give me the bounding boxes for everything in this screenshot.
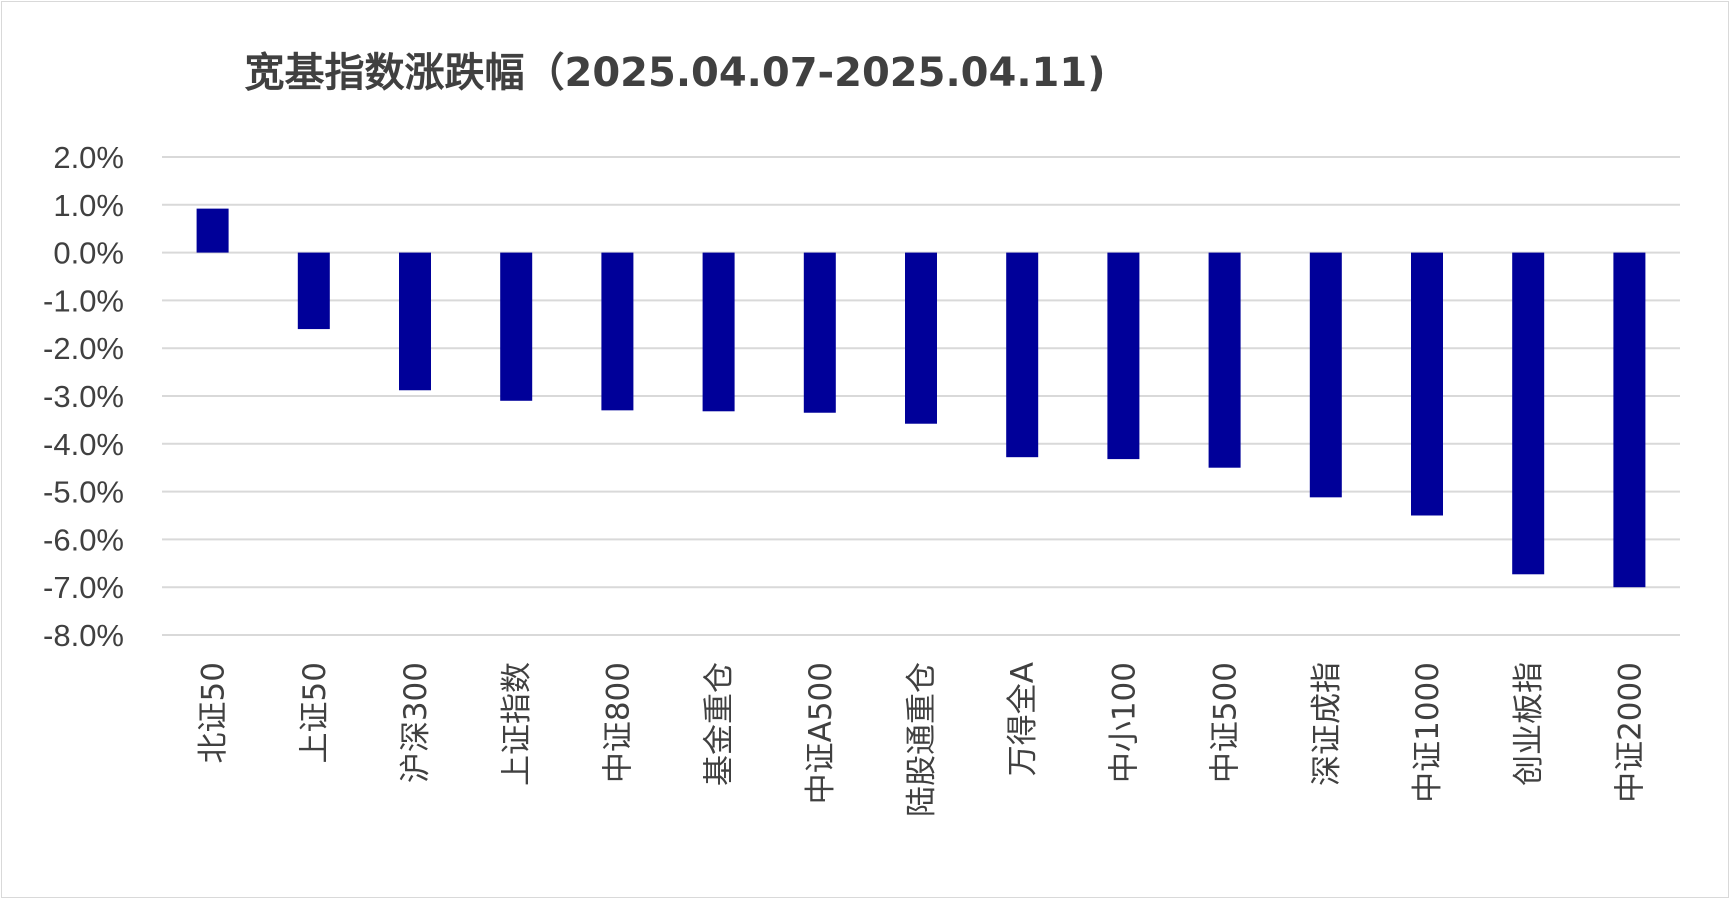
- bar: [1411, 252, 1443, 516]
- y-tick-label: -4.0%: [43, 427, 124, 462]
- x-category-label: 创业板指: [1511, 662, 1547, 786]
- y-tick-label: -7.0%: [43, 570, 124, 605]
- y-tick-label: -1.0%: [43, 283, 124, 318]
- bar: [601, 252, 634, 411]
- x-category-label: 上证50: [297, 662, 333, 763]
- bar: [905, 252, 937, 424]
- bar: [500, 252, 533, 401]
- bars: [196, 208, 1646, 588]
- x-category-label: 北证50: [196, 662, 232, 763]
- bar: [1107, 252, 1140, 460]
- x-category-label: 深证成指: [1309, 662, 1345, 786]
- x-category-label: 中证2000: [1612, 662, 1648, 803]
- bar: [1208, 252, 1241, 468]
- bar: [1512, 252, 1545, 575]
- x-category-label: 中证500: [1208, 662, 1244, 783]
- x-category-label: 中证800: [600, 662, 636, 783]
- x-category-label: 万得全A: [1005, 662, 1041, 776]
- y-tick-label: -5.0%: [43, 475, 124, 510]
- y-tick-label: 2.0%: [53, 140, 124, 175]
- y-tick-label: 0.0%: [53, 236, 124, 271]
- x-category-label: 基金重仓: [702, 662, 738, 786]
- x-category-label: 陆股通重仓: [904, 662, 940, 817]
- y-tick-label: 1.0%: [53, 188, 124, 223]
- x-axis-categories: 北证50 上证50 沪深300 上证指数 中证800 基金重仓 中证A500 陆股通重仓 万得全…: [196, 662, 1649, 817]
- x-category-label: 中证A500: [803, 662, 839, 804]
- x-category-label: 上证指数: [499, 662, 535, 786]
- y-tick-label: -2.0%: [43, 331, 124, 366]
- y-tick-label: -6.0%: [43, 522, 124, 557]
- y-tick-label: -8.0%: [43, 618, 124, 653]
- chart-title: 宽基指数涨跌幅（2025.04.07-2025.04.11): [244, 50, 1106, 96]
- bar: [1309, 252, 1342, 498]
- y-axis-ticks: 2.0% 1.0% 0.0% -1.0% -2.0% -3.0% -4.0% -5.0% -6.…: [43, 140, 124, 653]
- bar: [1613, 252, 1646, 588]
- bar: [297, 252, 330, 330]
- x-category-label: 中小100: [1106, 662, 1142, 783]
- bar: [1006, 252, 1039, 458]
- bar: [399, 252, 431, 391]
- bar: [702, 252, 735, 412]
- bar: [196, 208, 229, 253]
- y-tick-label: -3.0%: [43, 379, 124, 414]
- x-category-label: 中证1000: [1410, 662, 1446, 803]
- bar: [803, 252, 836, 413]
- x-category-label: 沪深300: [398, 662, 434, 783]
